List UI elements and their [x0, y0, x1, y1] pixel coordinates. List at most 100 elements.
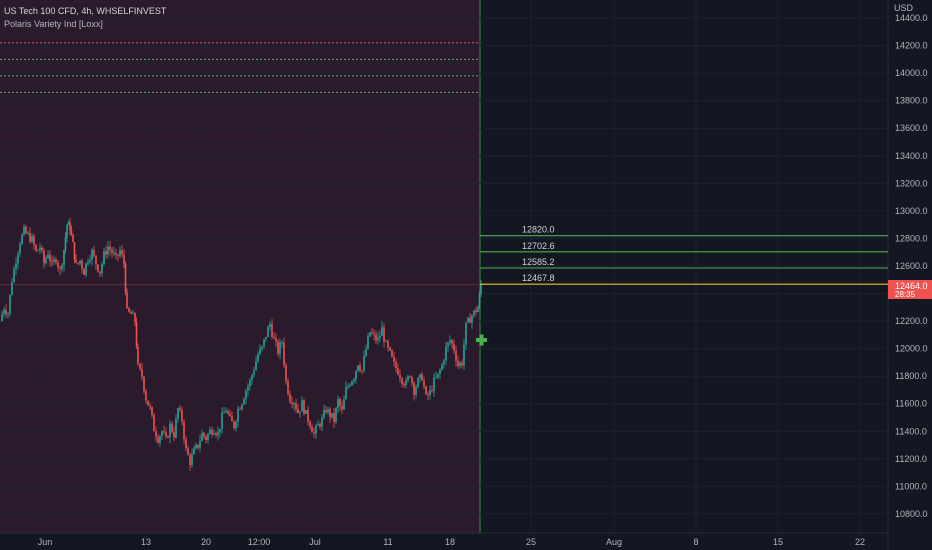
candle-body	[451, 340, 453, 344]
candle-body	[77, 262, 79, 264]
candle-body	[64, 237, 67, 250]
candle-body	[66, 224, 68, 238]
candle-body	[137, 347, 139, 364]
candle-body	[291, 402, 293, 405]
candle-body	[367, 336, 369, 349]
last-price-tag: 12464.0 28:35	[888, 280, 932, 299]
candle-body	[31, 236, 33, 242]
forecast-level-label: 12585.2	[522, 257, 555, 267]
y-tick-label: 13600.0	[895, 123, 928, 133]
x-tick-label: Jul	[309, 537, 321, 547]
candle-body	[347, 386, 349, 388]
candle-body	[91, 249, 93, 260]
candle-body	[351, 381, 353, 386]
candle-body	[295, 403, 297, 409]
y-tick-label: 11800.0	[895, 371, 927, 381]
candle-body	[331, 413, 333, 418]
candle-body	[103, 251, 105, 264]
candle-body	[43, 250, 45, 264]
candle-body	[128, 308, 130, 312]
forecast-levels: 12820.0 12702.6 12585.2 12467.8	[480, 225, 888, 285]
candle-body	[341, 405, 343, 410]
candle-body	[477, 307, 479, 313]
x-tick-label: Jun	[38, 537, 53, 547]
candle-body	[167, 436, 169, 438]
x-tick-label: 8	[693, 537, 698, 547]
candle-body	[405, 380, 407, 386]
candle-body	[95, 255, 97, 265]
candle-body	[449, 340, 451, 343]
candle-body	[273, 336, 275, 339]
candle-body	[115, 252, 117, 255]
candle-body	[333, 413, 335, 423]
candle-body	[425, 386, 427, 395]
candle-body	[219, 428, 221, 433]
candle-body	[97, 264, 99, 272]
candle-body	[207, 434, 209, 440]
candle-body	[289, 393, 291, 403]
candle-body	[409, 376, 411, 378]
candle-body	[315, 425, 317, 434]
candle-body	[47, 254, 49, 259]
candle-body	[253, 370, 255, 376]
candle-body	[169, 423, 171, 438]
candle-body	[401, 378, 403, 384]
candle-body	[339, 398, 341, 406]
candle-body	[431, 390, 433, 392]
candle-body	[107, 246, 109, 255]
signal-plus-icon	[476, 334, 487, 346]
candle-body	[463, 344, 465, 366]
candle-body	[377, 337, 379, 341]
candle-body	[49, 254, 51, 262]
y-tick-label: 13800.0	[895, 96, 928, 106]
candle-body	[213, 433, 215, 435]
candle-body	[478, 293, 481, 308]
candle-body	[35, 244, 37, 251]
candle-body	[173, 432, 175, 438]
x-tick-label: 20	[201, 537, 211, 547]
candle-body	[473, 310, 475, 316]
candle-body	[61, 265, 63, 270]
candle-body	[357, 365, 359, 371]
candle-body	[119, 250, 121, 256]
candle-body	[279, 342, 281, 354]
candle-body	[459, 362, 461, 367]
candle-body	[19, 244, 21, 254]
candle-body	[373, 333, 375, 335]
chart-legend[interactable]: US Tech 100 CFD, 4h, WHSELFINVEST Polari…	[4, 5, 166, 31]
candle-body	[321, 417, 323, 427]
indicator-title[interactable]: Polaris Variety Ind [Loxx]	[4, 19, 103, 29]
grid-layer	[0, 0, 888, 533]
y-tick-label: 11400.0	[895, 426, 927, 436]
candle-body	[157, 436, 159, 443]
candle-body	[111, 249, 113, 253]
candle-body	[243, 399, 245, 405]
candle-body	[363, 356, 365, 371]
candle-body	[217, 432, 219, 436]
candle-body	[305, 409, 307, 414]
x-tick-label: 22	[855, 537, 865, 547]
candle-body	[132, 313, 134, 315]
candle-body	[335, 408, 337, 423]
candle-body	[67, 222, 70, 225]
candle-body	[141, 368, 143, 377]
candle-body	[181, 410, 183, 422]
candle-body	[337, 398, 339, 409]
candle-body	[21, 234, 23, 245]
candle-body	[51, 261, 53, 263]
candle-body	[469, 317, 471, 323]
candle-body	[177, 408, 179, 419]
candle-body	[383, 327, 385, 342]
candle-body	[27, 233, 29, 235]
candle-body	[419, 374, 421, 379]
symbol-title[interactable]: US Tech 100 CFD, 4h, WHSELFINVEST	[4, 6, 167, 16]
candle-body	[171, 423, 173, 433]
candle-body	[465, 322, 467, 345]
candle-body	[249, 380, 251, 387]
y-tick-label: 10800.0	[895, 509, 928, 519]
last-price-value: 12464.0	[895, 281, 928, 291]
candle-body	[83, 268, 85, 275]
candle-body	[151, 406, 153, 415]
candle-body	[441, 364, 443, 370]
